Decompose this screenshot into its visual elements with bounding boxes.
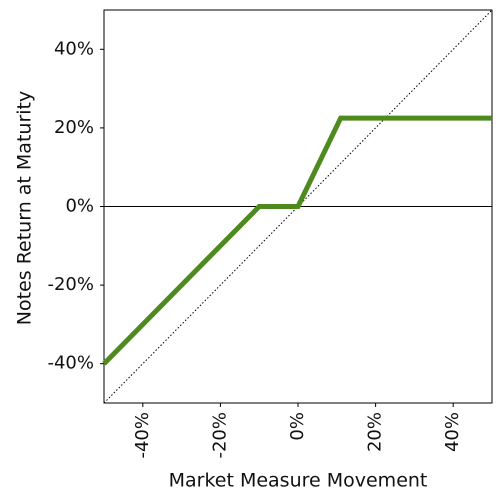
y-axis-title: Notes Return at Maturity xyxy=(14,91,36,325)
y-tick-label: -20% xyxy=(47,274,94,295)
y-tick-label: 40% xyxy=(54,38,94,59)
x-tick-label: -40% xyxy=(132,412,153,459)
y-tick-label: 0% xyxy=(65,196,94,217)
y-tick-label: -40% xyxy=(47,353,94,374)
payoff-line xyxy=(102,115,492,366)
x-tick-label: 0% xyxy=(287,412,308,441)
x-axis-title: Market Measure Movement xyxy=(169,470,428,492)
x-tick-label: 20% xyxy=(365,412,386,452)
x-tick-label: 40% xyxy=(442,412,463,452)
x-tick-label: -20% xyxy=(209,412,230,459)
y-tick-label: 20% xyxy=(54,117,94,138)
reference-line xyxy=(103,9,493,404)
